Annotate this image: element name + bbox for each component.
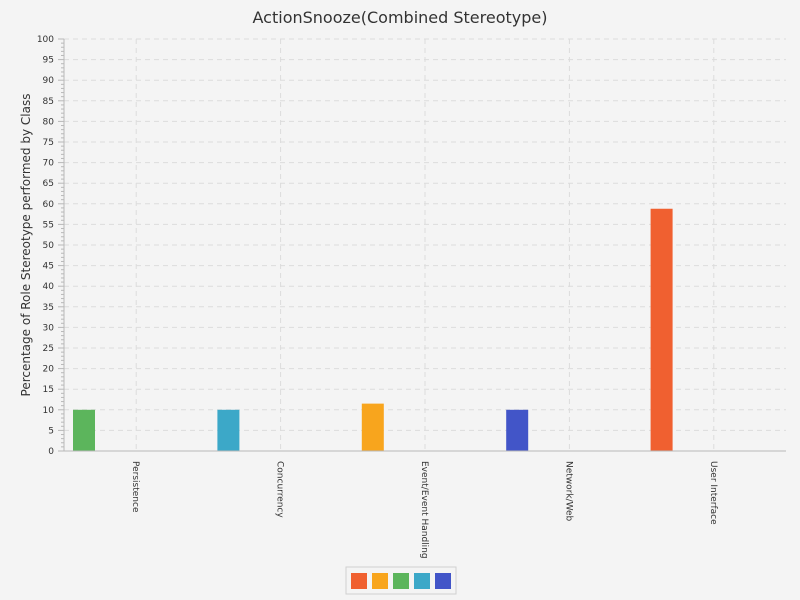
y-axis-ticks: 0 5 10 15 20 25 30 35 40 45 50 55 60 65 70 75 80 85 90 95 10… — [37, 35, 54, 457]
y-axis-label: Percentage of Role Stereotype performed … — [19, 94, 33, 397]
y-tick-label: 60 — [43, 200, 55, 210]
x-tick-label: Persistence — [130, 461, 140, 513]
y-tick-label: 85 — [43, 97, 54, 107]
bar — [650, 208, 673, 451]
axes — [58, 38, 786, 452]
y-tick-label: 90 — [43, 76, 55, 86]
y-tick-label: 25 — [43, 344, 54, 354]
legend-swatch — [351, 573, 367, 589]
bar — [217, 409, 240, 451]
bar — [506, 409, 529, 451]
y-tick-label: 35 — [43, 303, 54, 313]
legend — [345, 566, 457, 595]
x-tick-label: Event/Event Handling — [419, 461, 429, 559]
y-tick-label: 75 — [43, 138, 54, 148]
y-tick-label: 45 — [43, 262, 54, 272]
y-tick-label: 10 — [43, 406, 55, 416]
y-tick-label: 95 — [43, 56, 54, 66]
y-tick-label: 65 — [43, 179, 54, 189]
x-tick-label: Concurrency — [275, 461, 285, 518]
legend-swatch — [414, 573, 430, 589]
bar — [73, 409, 95, 451]
y-tick-label: 0 — [48, 447, 54, 457]
bar — [361, 403, 384, 451]
y-tick-label: 30 — [43, 323, 55, 333]
y-tick-label: 5 — [48, 426, 54, 436]
y-tick-label: 70 — [43, 159, 55, 169]
legend-swatch — [393, 573, 409, 589]
y-tick-label: 50 — [43, 241, 55, 251]
legend-swatch — [372, 573, 388, 589]
y-tick-label: 55 — [43, 220, 54, 230]
category-labels: Persistence Concurrency Event/Event Handli… — [130, 461, 718, 559]
y-tick-label: 100 — [37, 35, 54, 45]
x-tick-label: User Interface — [708, 461, 718, 525]
chart-title: ActionSnooze(Combined Stereotype) — [253, 8, 548, 27]
grid-lines — [64, 38, 786, 451]
legend-swatch — [435, 573, 451, 589]
y-tick-label: 80 — [43, 117, 55, 127]
bars — [73, 208, 673, 451]
x-tick-label: Network/Web — [563, 461, 573, 522]
y-tick-label: 40 — [43, 282, 55, 292]
y-tick-label: 20 — [43, 365, 55, 375]
y-tick-label: 15 — [43, 385, 54, 395]
